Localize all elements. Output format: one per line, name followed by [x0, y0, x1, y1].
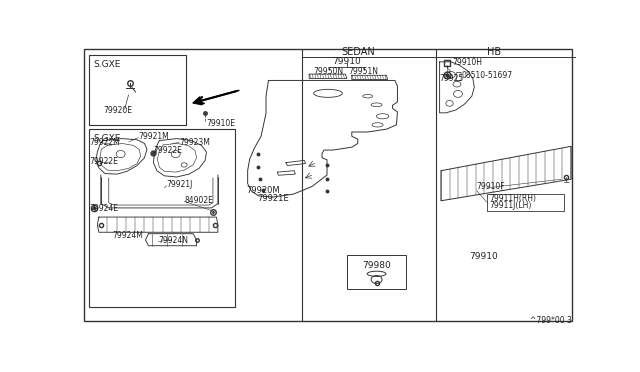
- Text: 79920E: 79920E: [104, 106, 133, 115]
- Text: 79951N: 79951N: [348, 67, 378, 76]
- Text: Ⓢ: Ⓢ: [456, 71, 461, 81]
- Text: 79950N: 79950N: [313, 67, 343, 76]
- Text: 79923M: 79923M: [179, 138, 210, 147]
- Text: 79910E: 79910E: [207, 119, 236, 128]
- Text: 79910: 79910: [332, 57, 361, 66]
- Text: 79910F: 79910F: [477, 182, 506, 191]
- Text: 79911J(LH): 79911J(LH): [489, 201, 532, 209]
- Text: 79921M: 79921M: [138, 132, 169, 141]
- Text: 79920M: 79920M: [246, 186, 280, 195]
- Text: 79924E: 79924E: [89, 204, 118, 213]
- Text: 79910: 79910: [469, 251, 498, 260]
- Text: ^799*00 3: ^799*00 3: [531, 316, 572, 325]
- Text: 79980: 79980: [362, 261, 391, 270]
- Text: 79924N: 79924N: [158, 236, 188, 246]
- Text: 79925: 79925: [439, 74, 463, 83]
- Text: SEDAN: SEDAN: [341, 47, 374, 57]
- Text: 79922E: 79922E: [154, 145, 182, 154]
- Text: HB: HB: [487, 47, 501, 57]
- Text: 79924M: 79924M: [112, 231, 143, 240]
- Text: 79911H(RH): 79911H(RH): [489, 194, 536, 203]
- Text: 79921E: 79921E: [257, 194, 289, 203]
- Text: 79921J: 79921J: [167, 180, 193, 189]
- Text: 08510-51697: 08510-51697: [462, 71, 513, 80]
- Text: 79922M: 79922M: [89, 138, 120, 147]
- Bar: [347, 255, 406, 289]
- Text: 79922E: 79922E: [89, 157, 118, 166]
- Text: S.GXE: S.GXE: [93, 60, 120, 69]
- Bar: [89, 55, 186, 125]
- Bar: [89, 129, 236, 307]
- Bar: [486, 193, 564, 211]
- FancyArrowPatch shape: [193, 90, 239, 105]
- Text: 84902E: 84902E: [184, 196, 213, 205]
- Text: 79910H: 79910H: [452, 58, 482, 67]
- Text: S.GXE: S.GXE: [93, 134, 120, 143]
